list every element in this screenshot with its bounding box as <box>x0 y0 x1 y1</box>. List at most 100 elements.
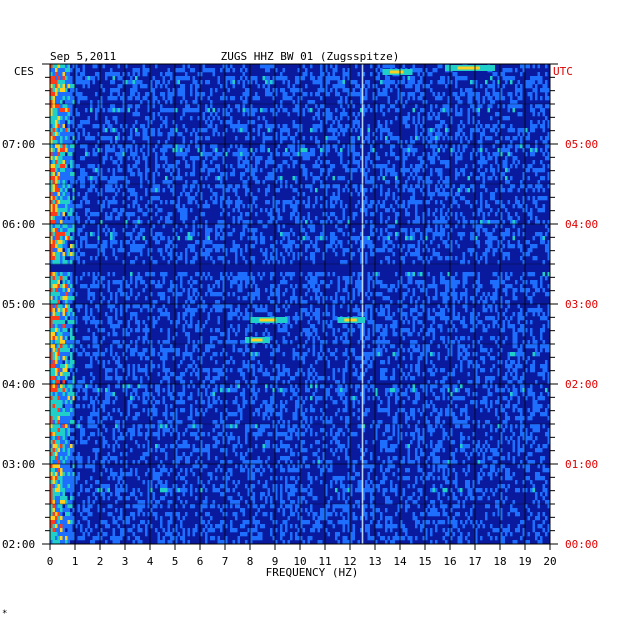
heatmap-cell <box>537 184 540 189</box>
heatmap-cell <box>332 196 335 201</box>
heatmap-cell <box>170 180 173 185</box>
heatmap-cell <box>202 308 205 313</box>
heatmap-cell <box>280 252 283 257</box>
heatmap-cell <box>335 84 338 89</box>
heatmap-cell <box>380 192 383 197</box>
heatmap-cell <box>252 280 255 285</box>
heatmap-cell <box>542 152 545 157</box>
heatmap-cell <box>462 168 465 173</box>
heatmap-cell <box>335 68 338 73</box>
heatmap-cell <box>185 208 188 213</box>
heatmap-cell <box>232 80 235 85</box>
heatmap-cell <box>342 252 345 257</box>
heatmap-cell <box>242 316 245 321</box>
heatmap-cell <box>517 240 520 245</box>
heatmap-cell <box>255 212 258 217</box>
heatmap-cell <box>362 112 365 117</box>
heatmap-cell <box>317 312 320 317</box>
heatmap-cell <box>305 92 308 97</box>
heatmap-cell <box>122 92 125 97</box>
heatmap-cell <box>65 196 68 201</box>
heatmap-cell <box>185 128 188 133</box>
heatmap-cell <box>450 212 453 217</box>
heatmap-cell <box>122 228 125 233</box>
heatmap-cell <box>60 288 63 293</box>
heatmap-cell <box>50 184 53 189</box>
heatmap-cell <box>115 240 118 245</box>
heatmap-cell <box>355 280 358 285</box>
heatmap-cell <box>50 88 53 93</box>
heatmap-cell <box>110 72 113 77</box>
heatmap-cell <box>537 104 540 109</box>
heatmap-cell <box>320 84 323 89</box>
heatmap-cell <box>190 284 193 289</box>
heatmap-cell <box>220 308 223 313</box>
heatmap-cell <box>407 272 410 277</box>
heatmap-cell <box>442 120 445 125</box>
heatmap-cell <box>397 80 400 85</box>
heatmap-cell <box>155 184 158 189</box>
heatmap-cell <box>245 316 248 321</box>
heatmap-cell <box>55 272 58 277</box>
heatmap-cell <box>102 248 105 253</box>
heatmap-cell <box>50 72 53 77</box>
heatmap-cell <box>332 184 335 189</box>
heatmap-cell <box>325 92 328 97</box>
heatmap-cell <box>302 144 305 149</box>
heatmap-cell <box>50 228 53 233</box>
heatmap-cell <box>385 128 388 133</box>
heatmap-cell <box>60 228 63 233</box>
heatmap-cell <box>175 108 178 113</box>
heatmap-cell <box>50 248 53 253</box>
heatmap-cell <box>112 76 115 81</box>
heatmap-cell <box>335 292 338 297</box>
heatmap-cell <box>500 280 503 285</box>
heatmap-cell <box>155 152 158 157</box>
heatmap-cell <box>50 124 53 129</box>
heatmap-cell <box>135 284 138 289</box>
heatmap-cell <box>235 252 238 257</box>
heatmap-cell <box>55 300 58 305</box>
heatmap-cell <box>147 136 150 141</box>
heatmap-cell <box>392 312 395 317</box>
heatmap-cell <box>467 96 470 101</box>
heatmap-cell <box>87 84 90 89</box>
heatmap-cell <box>537 180 540 185</box>
heatmap-cell <box>527 132 530 137</box>
heatmap-cell <box>460 156 463 161</box>
heatmap-cell <box>265 224 268 229</box>
heatmap-cell <box>545 84 548 89</box>
heatmap-cell <box>70 208 73 213</box>
heatmap-cell <box>55 156 58 161</box>
heatmap-cell <box>355 152 358 157</box>
heatmap-cell <box>495 308 498 313</box>
heatmap-cell <box>145 192 148 197</box>
heatmap-cell <box>327 168 330 173</box>
heatmap-cell <box>460 292 463 297</box>
heatmap-cell <box>125 284 128 289</box>
heatmap-cell <box>165 144 168 149</box>
heatmap-cell <box>192 256 195 261</box>
heatmap-cell <box>82 184 85 189</box>
heatmap-cell <box>175 148 178 153</box>
heatmap-cell <box>545 80 548 85</box>
heatmap-cell <box>352 296 355 301</box>
heatmap-cell <box>465 296 468 301</box>
heatmap-cell <box>210 92 213 97</box>
heatmap-cell <box>55 68 58 73</box>
heatmap-cell <box>115 308 118 313</box>
heatmap-cell <box>435 144 438 149</box>
heatmap-cell <box>55 292 58 297</box>
heatmap-cell <box>287 152 290 157</box>
heatmap-cell <box>530 216 533 221</box>
heatmap-cell <box>107 228 110 233</box>
heatmap-cell <box>522 184 525 189</box>
heatmap-cell <box>82 64 85 69</box>
heatmap-cell <box>67 156 70 161</box>
heatmap-cell <box>430 108 433 113</box>
heatmap-cell <box>130 192 133 197</box>
heatmap-cell <box>490 116 493 121</box>
heatmap-cell <box>60 72 63 77</box>
heatmap-cell <box>277 228 280 233</box>
heatmap-cell <box>340 152 343 157</box>
